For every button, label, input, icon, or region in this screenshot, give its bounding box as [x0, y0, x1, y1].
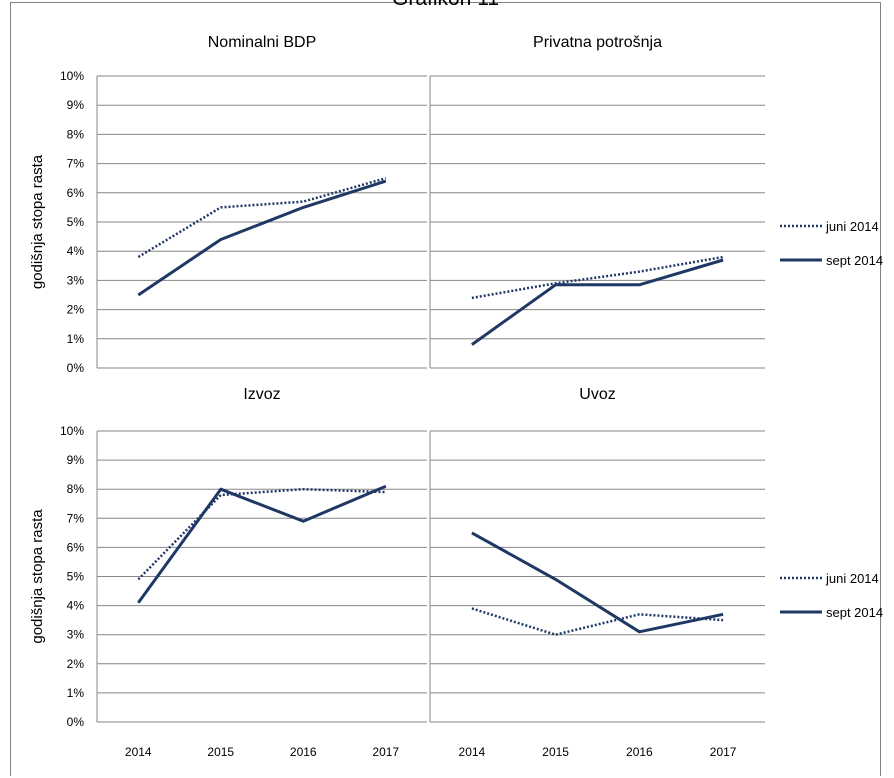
panel-title: Izvoz	[243, 386, 280, 403]
y-tick-label: 5%	[67, 215, 85, 229]
x-tick-label: 2015	[542, 745, 569, 759]
y-tick-label: 8%	[67, 127, 85, 141]
y-tick-label: 0%	[67, 715, 85, 729]
y-tick-label: 4%	[67, 244, 85, 258]
x-tick-label: 2014	[125, 745, 152, 759]
y-tick-label: 6%	[67, 540, 85, 554]
x-tick-label: 2014	[459, 745, 486, 759]
chart-frame	[10, 2, 881, 776]
legend-label: sept 2014	[826, 253, 883, 268]
y-tick-label: 3%	[67, 628, 85, 642]
y-tick-label: 0%	[67, 361, 85, 375]
x-tick-label: 2017	[372, 745, 399, 759]
y-tick-label: 9%	[67, 453, 85, 467]
series-line-juni-2014	[471, 255, 724, 300]
series-line-juni-2014	[137, 176, 387, 259]
legend-label: sept 2014	[826, 605, 883, 620]
legend-label: juni 2014	[825, 219, 879, 234]
y-tick-label: 6%	[67, 186, 85, 200]
y-axis-label: godišnja stopa rasta	[29, 154, 46, 289]
panel-title: Uvoz	[579, 386, 615, 403]
y-tick-label: 9%	[67, 98, 85, 112]
legend-label: juni 2014	[825, 571, 879, 586]
series-line-sept-2014	[137, 484, 387, 604]
y-tick-label: 8%	[67, 482, 85, 496]
y-tick-label: 4%	[67, 599, 85, 613]
panel-title: Privatna potrošnja	[533, 34, 662, 51]
panel-title: Nominalni BDP	[208, 34, 316, 51]
series-line-sept-2014	[471, 531, 724, 634]
page-title: Grafikon 11	[10, 0, 881, 11]
series-line-sept-2014	[471, 258, 724, 346]
y-tick-label: 1%	[67, 686, 85, 700]
y-tick-label: 7%	[67, 511, 85, 525]
series-line-sept-2014	[137, 179, 387, 297]
y-tick-label: 10%	[60, 424, 84, 438]
y-tick-label: 10%	[60, 69, 84, 83]
x-tick-label: 2017	[710, 745, 737, 759]
y-tick-label: 2%	[67, 657, 85, 671]
x-tick-label: 2015	[207, 745, 234, 759]
y-tick-label: 5%	[67, 570, 85, 584]
y-tick-label: 1%	[67, 332, 85, 346]
y-tick-label: 7%	[67, 157, 85, 171]
x-tick-label: 2016	[626, 745, 653, 759]
y-tick-label: 2%	[67, 303, 85, 317]
y-tick-label: 3%	[67, 273, 85, 287]
x-tick-label: 2016	[290, 745, 317, 759]
y-axis-label: godišnja stopa rasta	[29, 509, 46, 644]
